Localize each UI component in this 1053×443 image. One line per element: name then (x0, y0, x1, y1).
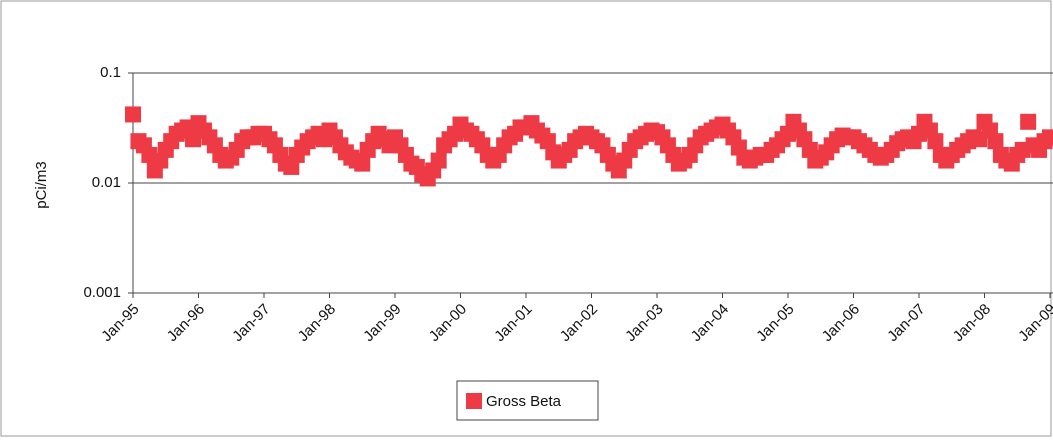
marker (354, 155, 371, 172)
y-tick-label: 0.001 (83, 284, 121, 301)
y-tick-label: 0.1 (100, 64, 121, 81)
y-tick-label: 0.01 (92, 174, 121, 191)
marker (125, 106, 141, 123)
marker (1042, 129, 1053, 146)
marker (1020, 113, 1037, 130)
legend-label: Gross Beta (486, 393, 562, 410)
legend: Gross Beta (456, 380, 599, 421)
y-axis-label: pCi/m3 (33, 161, 50, 209)
marker (987, 133, 1004, 150)
marker (283, 158, 300, 175)
marker (430, 152, 447, 169)
legend-swatch (466, 393, 482, 409)
marker (927, 133, 944, 150)
